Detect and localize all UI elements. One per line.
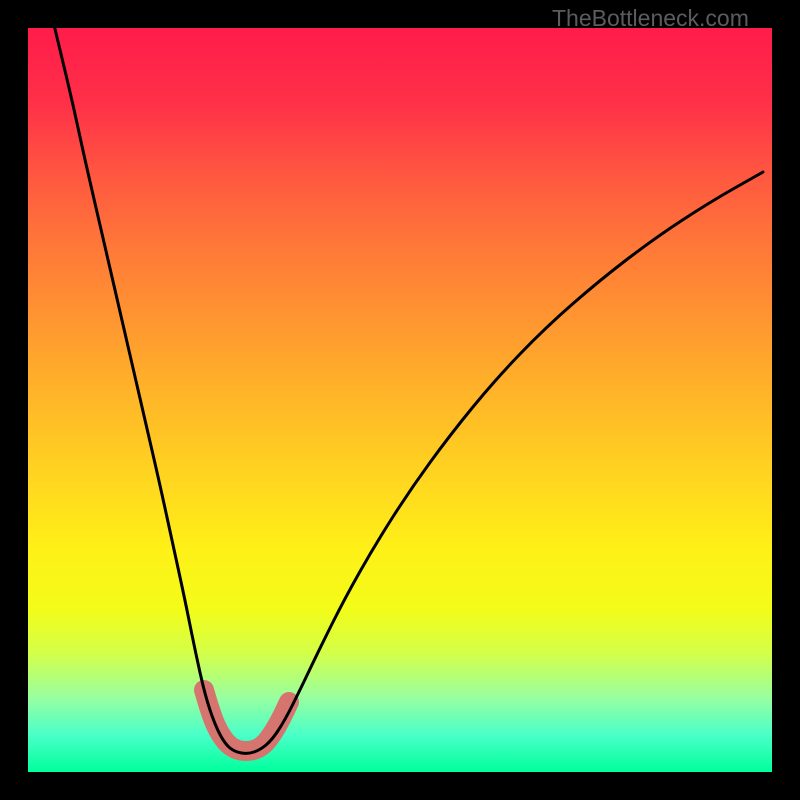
watermark-text: TheBottleneck.com — [552, 5, 749, 32]
curve-marker-band — [204, 690, 289, 751]
bottleneck-chart — [0, 0, 800, 800]
bottleneck-curve — [50, 8, 763, 753]
